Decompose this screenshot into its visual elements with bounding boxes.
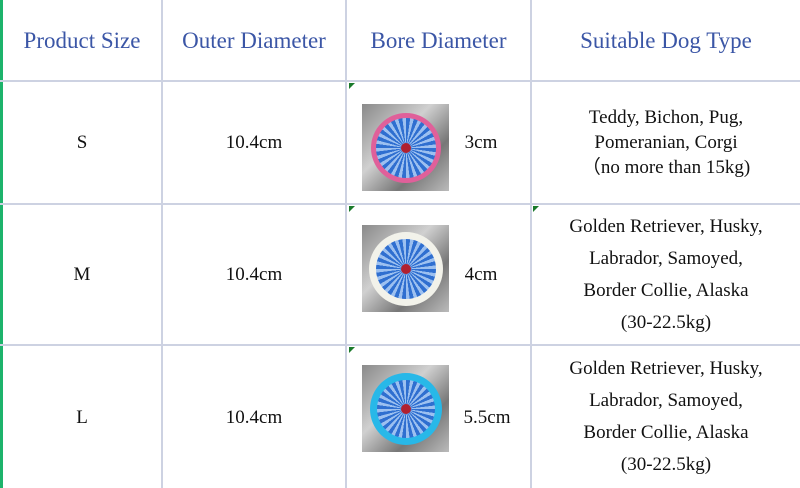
size-cell: M	[73, 264, 91, 285]
cell-marker	[349, 206, 355, 212]
header-dog-type: Suitable Dog Type	[580, 27, 752, 53]
product-image-m	[362, 225, 449, 312]
outer-diameter-cell: 10.4cm	[225, 406, 283, 428]
size-cell: S	[76, 132, 88, 153]
dog-type-line: Pomeranian, Corgi	[594, 132, 738, 153]
product-image-l	[362, 365, 449, 452]
size-cell: L	[76, 406, 88, 428]
cell-marker	[533, 206, 539, 212]
outer-diameter-cell: 10.4cm	[225, 132, 283, 153]
dog-type-cell: Golden Retriever, Husky, Labrador, Samoy…	[532, 205, 800, 344]
header-outer-diameter: Outer Diameter	[182, 27, 326, 53]
bore-diameter-cell: 4cm	[464, 264, 498, 285]
outer-diameter-cell: 10.4cm	[225, 264, 283, 285]
row-divider	[0, 80, 800, 82]
dog-type-line: (30-22.5kg)	[620, 454, 712, 475]
header-bore-diameter: Bore Diameter	[370, 27, 507, 53]
dog-type-line: Golden Retriever, Husky,	[569, 215, 763, 237]
dog-type-line: (30-22.5kg)	[620, 311, 712, 333]
dog-type-cell: Teddy, Bichon, Pug, Pomeranian, Corgi （n…	[532, 82, 800, 203]
column-divider	[161, 0, 163, 488]
product-image-s	[362, 104, 449, 191]
row-divider	[0, 344, 800, 346]
cell-marker	[349, 83, 355, 89]
dog-type-line: Border Collie, Alaska	[583, 422, 749, 443]
dog-type-line: Border Collie, Alaska	[583, 279, 749, 301]
bore-diameter-cell: 5.5cm	[463, 406, 511, 428]
row-divider	[0, 203, 800, 205]
dog-type-line: Labrador, Samoyed,	[589, 247, 743, 269]
header-product-size: Product Size	[23, 27, 141, 53]
dog-type-line: Golden Retriever, Husky,	[569, 358, 763, 379]
dog-type-line: Labrador, Samoyed,	[589, 390, 743, 411]
dog-type-line: Teddy, Bichon, Pug,	[588, 107, 744, 128]
column-divider	[530, 0, 532, 488]
dog-type-cell: Golden Retriever, Husky, Labrador, Samoy…	[532, 346, 800, 488]
column-divider	[345, 0, 347, 488]
bore-diameter-cell: 3cm	[464, 132, 498, 153]
cell-marker	[349, 347, 355, 353]
left-border	[0, 0, 3, 488]
dog-type-line: （no more than 15kg)	[581, 157, 751, 178]
